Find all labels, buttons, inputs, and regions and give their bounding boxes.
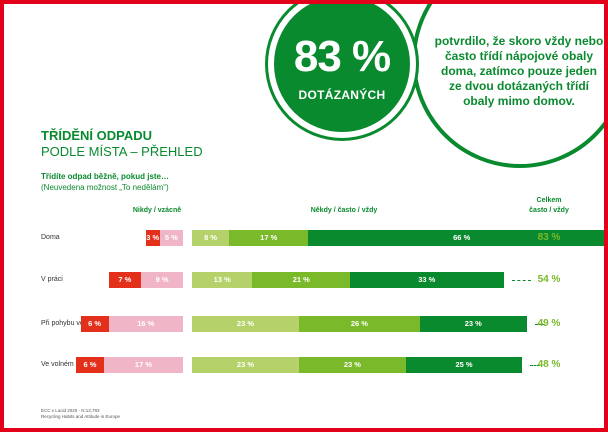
quote-text: potvrdilo, že skoro vždy nebo často tříd…	[434, 34, 604, 108]
bar-segment-někdy: 23 %	[192, 316, 299, 332]
bar-segment-vždy: 25 %	[405, 357, 523, 373]
bar-segment-vždy: 23 %	[419, 316, 527, 332]
bar-segment-vzácně: 16 %	[108, 316, 183, 332]
chart-title: TŘÍDĚNÍ ODPADU	[41, 128, 152, 143]
total-connector	[511, 280, 531, 281]
total-label: 49 %	[537, 318, 561, 329]
bar-segment-někdy: 23 %	[192, 357, 299, 373]
chart-subtitle: PODLE MÍSTA – PŘEHLED	[41, 144, 203, 159]
total-label: 83 %	[537, 232, 561, 243]
row-label: Při pohybu ve městě	[41, 320, 105, 327]
survey-note: (Neuvedena možnost „To nedělám“)	[41, 183, 169, 192]
footer-source: ECC x Lucid 2020 · N:13,793	[41, 408, 100, 413]
total-label: 54 %	[537, 274, 561, 285]
row-label: V práci	[41, 276, 63, 283]
bar-segment-vzácně: 17 %	[103, 357, 183, 373]
bar-segment-nikdy: 6 %	[76, 357, 104, 373]
headline-subtitle: DOTÁZANÝCH	[298, 88, 386, 102]
bar-segment-často: 17 %	[229, 230, 309, 246]
bar-segment-často: 26 %	[298, 316, 420, 332]
bar-segment-nikdy: 7 %	[108, 272, 142, 288]
total-label: 48 %	[537, 359, 561, 370]
bar-segment-vždy: 33 %	[350, 272, 504, 288]
bar-segment-někdy: 13 %	[192, 272, 253, 288]
bar-segment-vždy: 66 %	[308, 230, 604, 246]
survey-question: Třídíte odpad běžně, pokud jste…	[41, 172, 170, 181]
headline-circle: 83 % DOTÁZANÝCH	[268, 4, 416, 138]
header-sometimes-always: Někdy / často / vždy	[310, 207, 378, 214]
bar-segment-často: 23 %	[298, 357, 406, 373]
bar-segment-často: 21 %	[252, 272, 351, 288]
bar-segment-někdy: 8 %	[192, 230, 230, 246]
row-label: Doma	[41, 234, 60, 241]
footer-study: Recycling Habits and Attitude in Europe	[41, 414, 121, 419]
bar-segment-vzácně: 5 %	[159, 230, 183, 246]
header-never-rarely: Nikdy / vzácně	[132, 207, 182, 214]
bar-segment-vzácně: 9 %	[141, 272, 183, 288]
total-connector	[534, 324, 545, 325]
header-total-line2: často / vždy	[529, 207, 569, 214]
header-total-line1: Celkem	[536, 197, 562, 204]
row-label: Ve volném čase venku	[41, 361, 111, 368]
bar-segment-nikdy: 3 %	[145, 230, 160, 246]
total-connector	[530, 365, 541, 366]
headline-percent: 83 %	[293, 32, 391, 81]
bar-segment-nikdy: 6 %	[80, 316, 109, 332]
